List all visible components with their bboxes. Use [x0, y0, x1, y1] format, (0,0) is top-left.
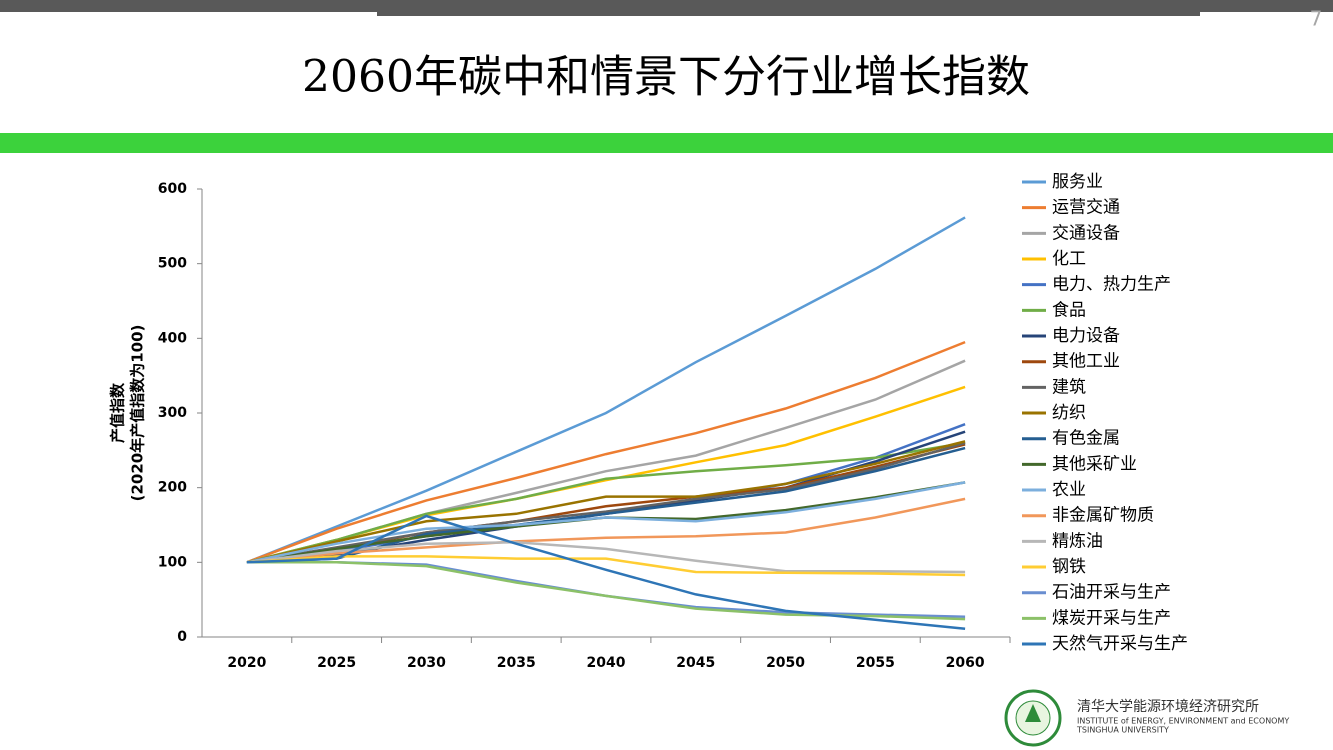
y-tick-label: 500: [158, 256, 187, 272]
x-tick-label: 2050: [766, 655, 805, 671]
legend-label: 煤炭开采与生产: [1052, 608, 1171, 628]
y-tick-label: 200: [158, 480, 187, 496]
legend-label: 交通设备: [1052, 223, 1120, 243]
series-line: [246, 441, 966, 564]
legend-label: 非金属矿物质: [1052, 506, 1154, 526]
legend-label: 建筑: [1052, 377, 1086, 397]
x-tick-label: 2055: [856, 655, 895, 671]
legend-label: 化工: [1052, 249, 1086, 269]
x-tick-label: 2040: [587, 655, 626, 671]
logo-university: TSINGHUA UNIVERSITY: [1076, 726, 1169, 735]
legend-label: 天然气开采与生产: [1052, 634, 1188, 654]
legend-label: 电力、热力生产: [1052, 275, 1171, 295]
legend-label: 有色金属: [1052, 429, 1120, 449]
legend-label: 其他工业: [1052, 352, 1120, 372]
legend-label: 农业: [1052, 480, 1086, 500]
legend-label: 电力设备: [1052, 326, 1120, 346]
x-tick-label: 2020: [227, 655, 266, 671]
legend-label: 钢铁: [1052, 557, 1086, 577]
x-tick-label: 2025: [317, 655, 356, 671]
series-line: [246, 481, 966, 564]
series-line: [246, 216, 966, 564]
series-line: [246, 514, 966, 631]
y-tick-label: 600: [158, 181, 187, 197]
legend-label: 精炼油: [1052, 531, 1103, 551]
top-bar-tab: [377, 12, 1200, 16]
legend-label: 纺织: [1052, 403, 1086, 423]
y-tick-label: 300: [158, 405, 187, 421]
x-tick-label: 2035: [497, 655, 536, 671]
green-band: [0, 133, 1333, 153]
series-line: [246, 540, 966, 574]
legend-label: 运营交通: [1052, 198, 1120, 218]
x-tick-label: 2060: [946, 655, 985, 671]
legend-label: 石油开采与生产: [1052, 583, 1171, 603]
slide-title: 2060年碳中和情景下分行业增长指数: [302, 52, 1030, 103]
y-axis-title: 产值指数 (2020年产值指数为100): [109, 325, 147, 502]
legend-label: 服务业: [1052, 172, 1103, 192]
legend-label: 其他采矿业: [1052, 454, 1137, 474]
series-line: [246, 359, 966, 564]
series-line: [246, 440, 966, 564]
series-line: [246, 340, 966, 564]
x-tick-label: 2045: [676, 655, 715, 671]
y-tick-label: 0: [177, 629, 187, 645]
logo-name-cn: 清华大学能源环境经济研究所: [1077, 699, 1259, 715]
logo-name-en: INSTITUTE of ENERGY, ENVIRONMENT and ECO…: [1077, 717, 1289, 726]
series-line: [246, 497, 966, 564]
logo-tree: [1025, 704, 1041, 722]
y-axis-title-line: (2020年产值指数为100): [129, 325, 147, 502]
series-line: [246, 555, 966, 577]
top-bar: [0, 0, 1333, 12]
legend-label: 食品: [1052, 300, 1086, 320]
x-tick-label: 2030: [407, 655, 446, 671]
logo: 清华大学能源环境经济研究所 INSTITUTE of ENERGY, ENVIR…: [1004, 689, 1289, 747]
y-tick-label: 400: [158, 330, 187, 346]
y-tick-label: 100: [158, 554, 187, 570]
y-axis-title-line: 产值指数: [109, 382, 127, 443]
series-line: [246, 441, 966, 564]
page-number: 7: [1310, 7, 1323, 31]
